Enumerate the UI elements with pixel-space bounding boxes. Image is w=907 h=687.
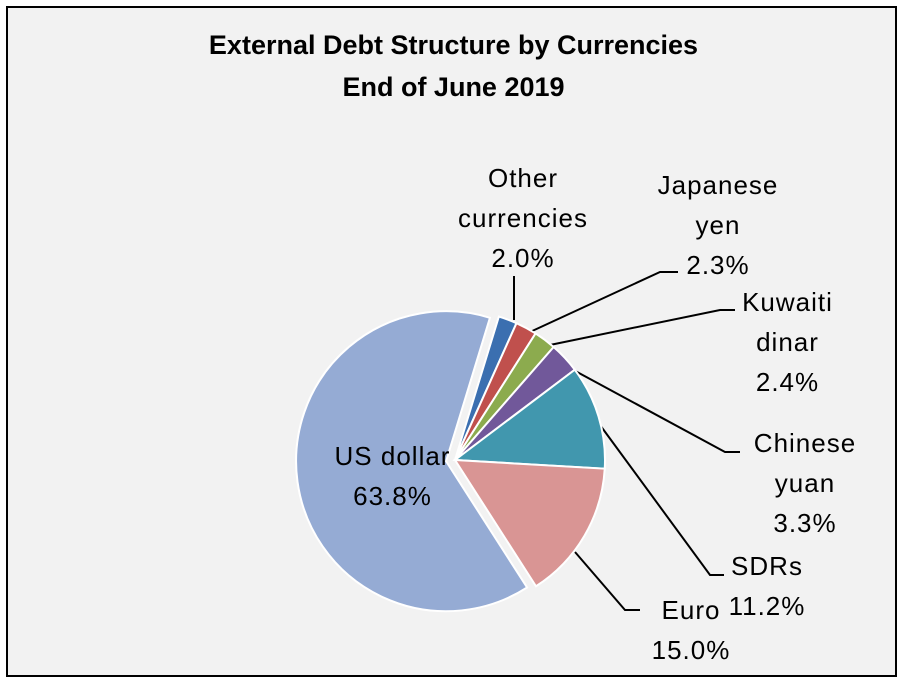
category-label: SDRs [731, 551, 803, 581]
data-label: Other currencies 2.0% [428, 158, 618, 278]
pie-slice [295, 310, 529, 613]
value-label: 15.0% [651, 635, 731, 665]
leader-lines [513, 271, 740, 611]
data-label: Kuwaiti dinar 2.4% [715, 282, 860, 402]
data-label: US dollar 63.8% [310, 436, 475, 516]
category-label: Kuwaiti dinar [742, 287, 833, 357]
leader-line [565, 365, 740, 453]
leader-line [574, 551, 640, 611]
leader-line [599, 424, 724, 576]
chart-title: External Debt Structure by Currencies [208, 30, 699, 60]
pie-slice [452, 368, 606, 470]
pie-slice [453, 458, 606, 588]
category-label: Other currencies [458, 163, 588, 233]
value-label: 2.3% [686, 250, 750, 280]
data-label: Chinese yuan 3.3% [730, 423, 880, 543]
data-label: SDRs 11.2% [712, 546, 822, 626]
category-label: Euro [661, 595, 721, 625]
value-label: 63.8% [353, 481, 432, 511]
leader-line [529, 271, 678, 333]
value-label: 2.4% [755, 367, 820, 397]
category-label: Japanese yen [657, 170, 779, 240]
value-label: 11.2% [728, 591, 806, 621]
data-label: Euro 15.0% [636, 590, 746, 670]
category-label: Chinese yuan [753, 428, 857, 498]
leader-line [544, 309, 735, 347]
category-label: US dollar [334, 441, 451, 471]
value-label: 3.3% [773, 508, 837, 538]
data-label: Japanese yen 2.3% [638, 165, 798, 285]
value-label: 2.0% [491, 243, 555, 273]
chart-subtitle: End of June 2019 [342, 72, 565, 102]
